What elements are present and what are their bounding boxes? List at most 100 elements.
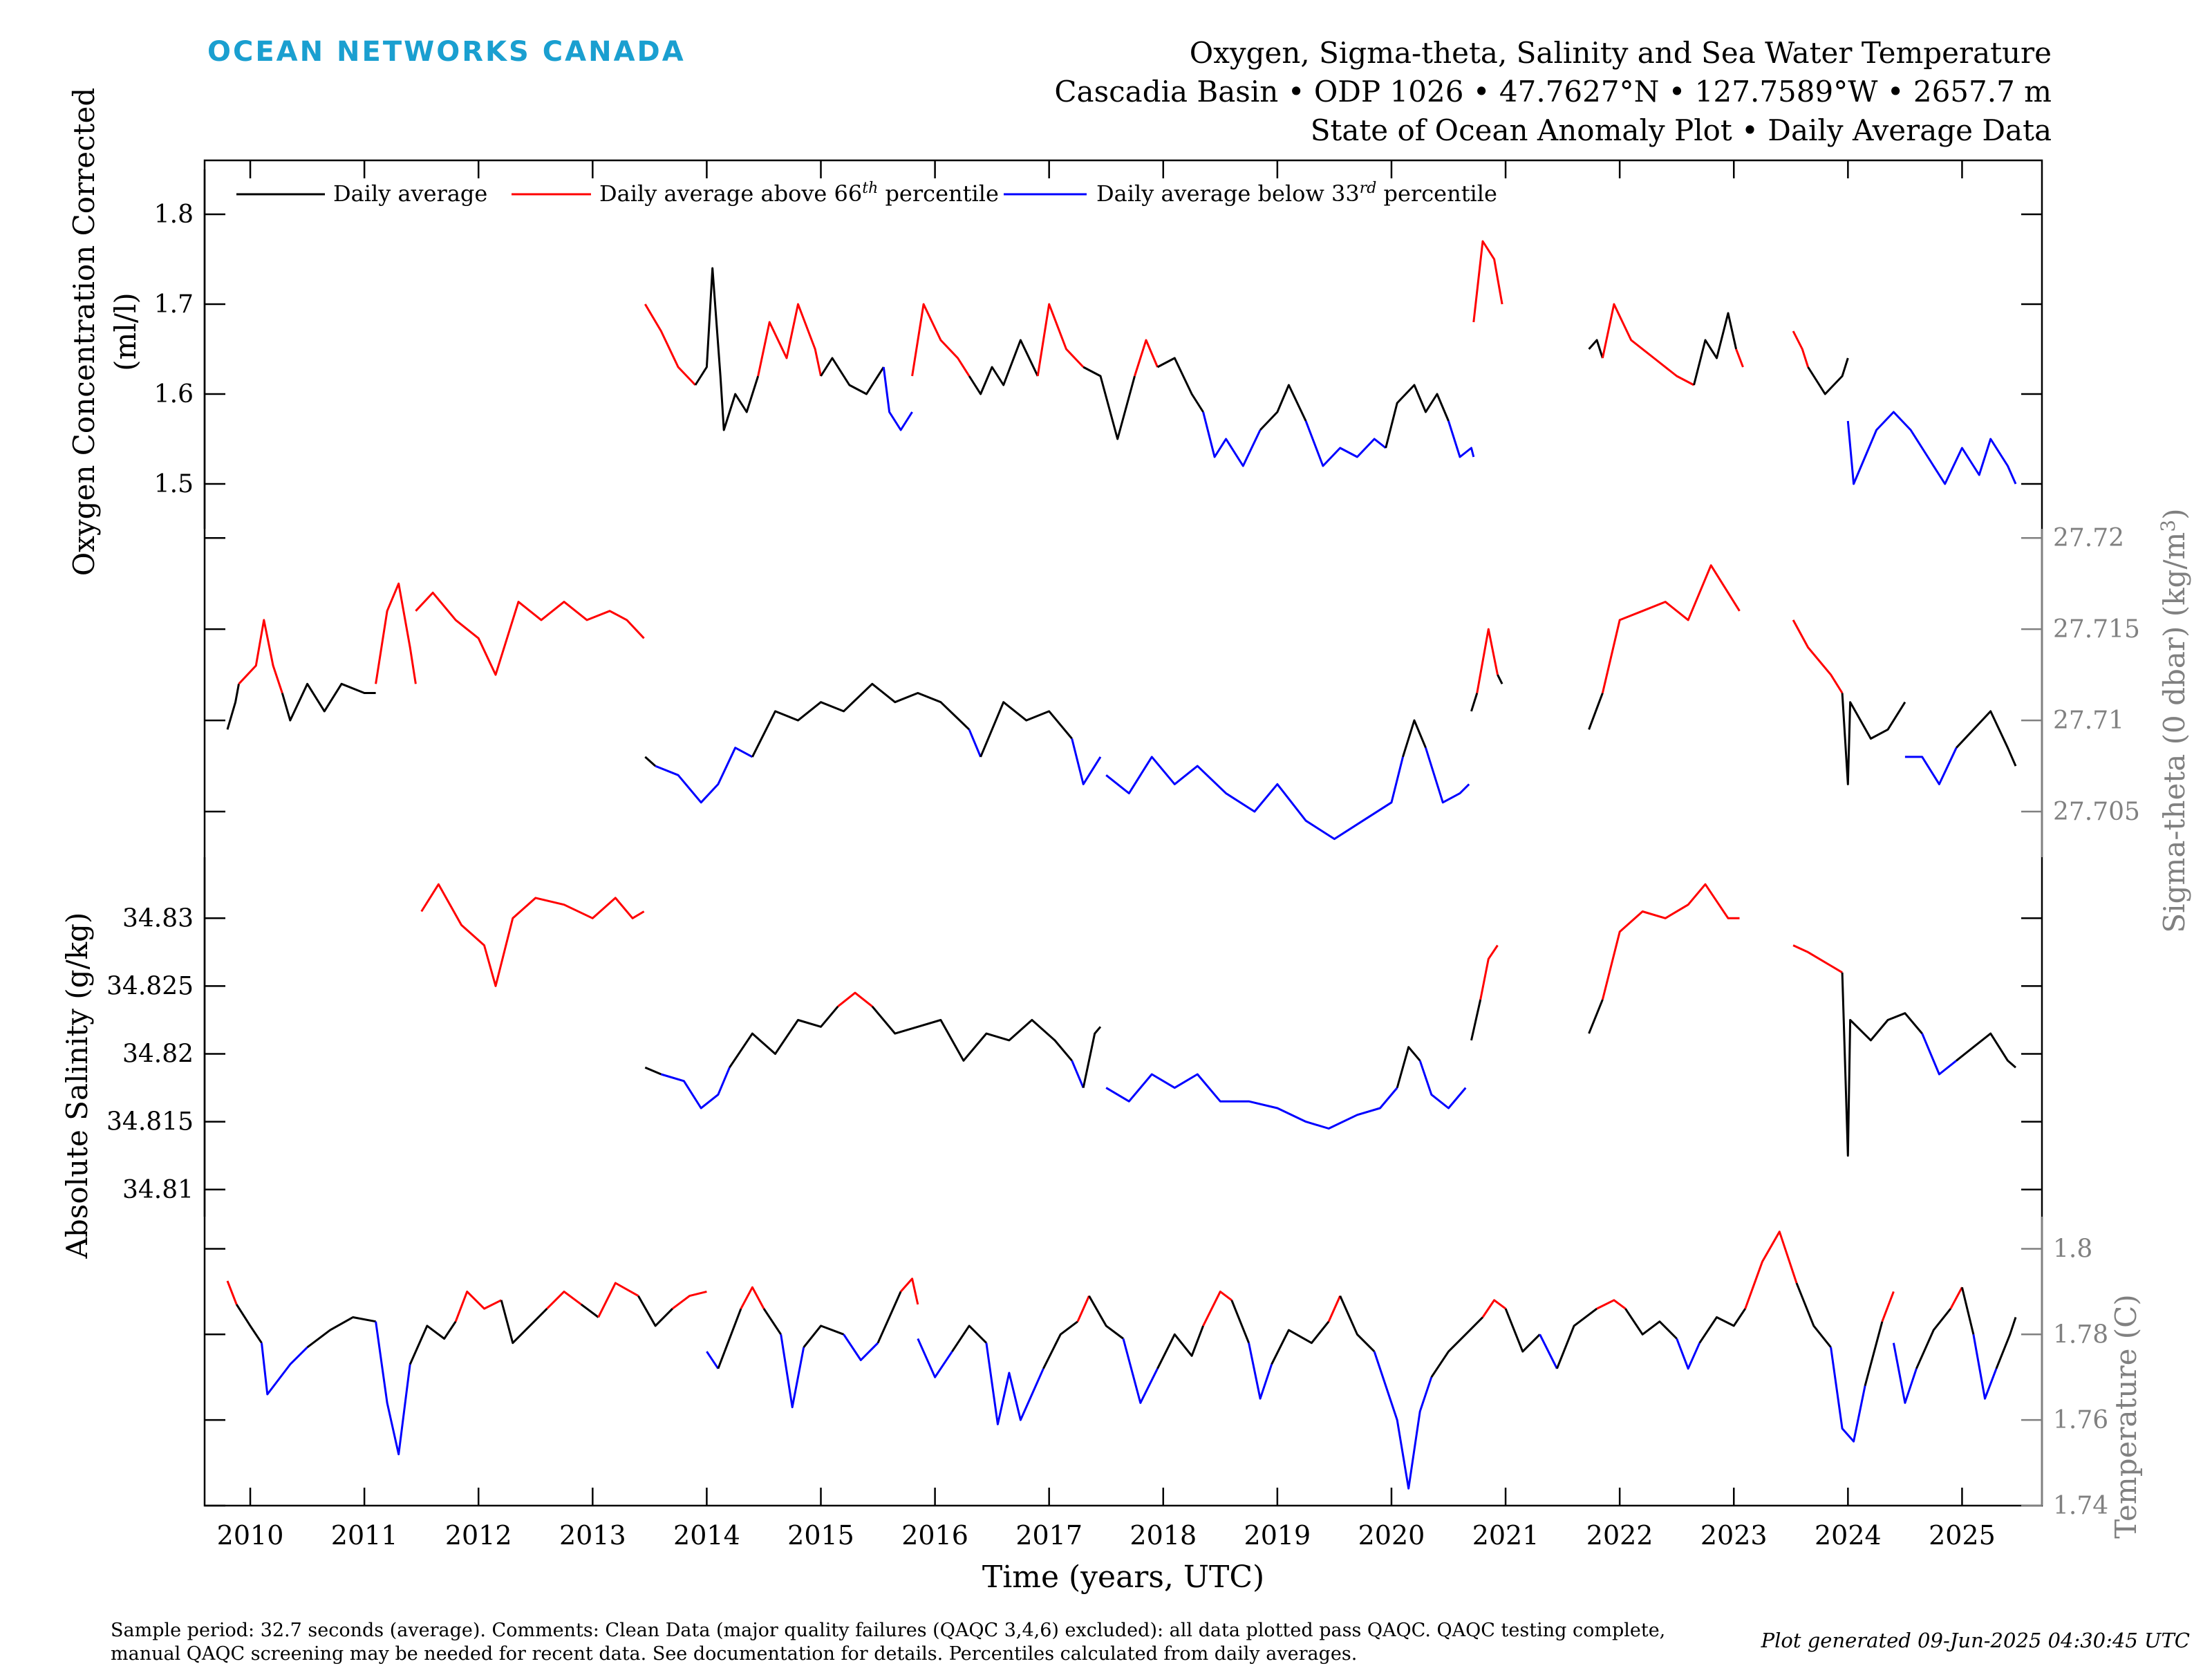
- temperature-tick-label: 1.8: [2053, 1235, 2092, 1263]
- oxygen-series-daily: [1588, 339, 1604, 359]
- temperature-series-below: [261, 1342, 308, 1396]
- sigma-series-below: [968, 729, 982, 758]
- chart-subtitle-location: Cascadia Basin • ODP 1026 • 47.7627°N • …: [1054, 75, 2052, 109]
- legend-daily-label: Daily average: [333, 180, 487, 207]
- x-tick-label: 2018: [1130, 1520, 1197, 1551]
- temperature-tick-label: 1.78: [2053, 1320, 2108, 1349]
- salinity-tick-label: 34.815: [106, 1108, 194, 1136]
- temperature-series-daily: [1430, 1316, 1484, 1378]
- temperature-series-above: [1596, 1299, 1627, 1310]
- salinity-series-daily: [729, 1005, 839, 1069]
- x-tick-label: 2013: [559, 1520, 626, 1551]
- salinity-tick-label: 34.83: [122, 904, 194, 933]
- x-tick-label: 2011: [331, 1520, 398, 1551]
- temperature-series-above: [1202, 1290, 1232, 1327]
- x-tick-label: 2014: [673, 1520, 740, 1551]
- temperature-series-daily: [1339, 1295, 1376, 1353]
- x-tick-label: 2025: [1929, 1520, 1996, 1551]
- generated-timestamp: Plot generated 09-Jun-2025 04:30:45 UTC: [1761, 1629, 2190, 1652]
- temperature-series-above: [740, 1286, 765, 1309]
- salinity-series-daily: [1470, 999, 1482, 1041]
- oxygen-series-above: [1601, 303, 1695, 386]
- footer-line-2: manual QAQC screening may be needed for …: [111, 1643, 1358, 1665]
- x-tick-label: 2012: [445, 1520, 512, 1551]
- oxygen-series-above: [1472, 240, 1503, 323]
- sigma-series-daily: [644, 756, 657, 767]
- oxygen-series-below: [1447, 420, 1475, 458]
- sigma-series-daily: [1956, 710, 2017, 767]
- sigma-series-daily: [751, 682, 971, 758]
- x-tick-label: 2020: [1358, 1520, 1425, 1551]
- x-tick-label: 2016: [901, 1520, 968, 1551]
- oxygen-series-daily: [1259, 384, 1307, 431]
- x-tick-label: 2010: [217, 1520, 284, 1551]
- temperature-series-daily: [717, 1308, 742, 1369]
- temperature-series-above: [1481, 1299, 1506, 1318]
- salinity-series-below: [1418, 1060, 1467, 1110]
- footer-notes: Sample period: 32.7 seconds (average). C…: [111, 1619, 1770, 1666]
- sigma-series-daily: [1841, 693, 1906, 785]
- oxygen-panel: 1.5 1.6 1.7 1.8 Oxygen Concentration Correct…: [67, 88, 2042, 576]
- temperature-series-above: [597, 1282, 639, 1318]
- salinity-series-daily: [1588, 999, 1604, 1034]
- legend-below-label: Daily average below 33rd percentile: [1096, 180, 1497, 207]
- temperature-series-daily: [1624, 1308, 1678, 1340]
- salinity-series-daily: [1082, 1026, 1102, 1088]
- temperature-series-daily: [1088, 1295, 1124, 1340]
- oxygen-series-daily: [1693, 312, 1738, 386]
- salinity-series-above: [420, 883, 645, 987]
- x-tick-label: 2015: [787, 1520, 854, 1551]
- sigma-tick-label: 27.715: [2053, 615, 2140, 644]
- oxygen-series-below: [1202, 411, 1262, 467]
- x-axis: 2010 2011 2012 2013 2014 2015 2016 2017 2018 2019…: [217, 160, 1996, 1595]
- temperature-series-below: [1830, 1347, 1866, 1443]
- temperature-tick-label: 1.74: [2053, 1492, 2108, 1520]
- sigma-series-below: [1904, 747, 1958, 785]
- legend-above-label: Daily average above 66th percentile: [599, 180, 999, 207]
- temperature-series-above: [1949, 1286, 1963, 1309]
- oxygen-tick-label: 1.8: [154, 200, 194, 229]
- oxygen-series-above: [911, 303, 971, 377]
- temperature-series-below: [1373, 1351, 1433, 1490]
- temperature-series-above: [899, 1277, 919, 1305]
- temperature-series-below: [1892, 1342, 1918, 1404]
- temperature-series-above: [1744, 1230, 1798, 1309]
- footer-line-1: Sample period: 32.7 seconds (average). C…: [111, 1620, 1666, 1641]
- sigma-tick-label: 27.72: [2053, 524, 2124, 552]
- sigma-series-below: [1425, 747, 1470, 804]
- x-tick-label: 2022: [1586, 1520, 1653, 1551]
- salinity-tick-label: 34.825: [106, 972, 194, 1000]
- sigma-series-daily: [1497, 674, 1503, 684]
- sigma-series-above: [375, 582, 417, 684]
- oxygen-tick-label: 1.7: [154, 290, 194, 319]
- temperature-series-daily: [877, 1291, 902, 1344]
- oxygen-series-above: [1735, 348, 1744, 368]
- salinity-ylabel: Absolute Salinity (g/kg): [60, 912, 94, 1260]
- salinity-series-daily: [1841, 972, 1923, 1157]
- temperature-series-above: [672, 1290, 707, 1310]
- oxygen-series-daily: [1082, 366, 1136, 440]
- sigma-series-above: [238, 619, 283, 693]
- temperature-series-daily: [409, 1320, 457, 1365]
- salinity-tick-label: 34.82: [122, 1040, 194, 1069]
- salinity-series-daily: [1396, 1046, 1421, 1089]
- salinity-series-below: [1921, 1033, 1958, 1076]
- brand-logo-text: OCEAN NETWORKS CANADA: [207, 36, 686, 68]
- salinity-tick-label: 34.81: [122, 1176, 194, 1204]
- temperature-series-daily: [803, 1325, 845, 1348]
- x-tick-label: 2023: [1700, 1520, 1768, 1551]
- oxygen-series-daily: [820, 357, 885, 395]
- temperature-series-daily: [1271, 1320, 1330, 1365]
- oxygen-series-daily: [694, 267, 760, 431]
- chart-title: Oxygen, Sigma-theta, Salinity and Sea Wa…: [1189, 36, 2052, 70]
- sigma-series-above: [1601, 564, 1741, 693]
- oxygen-tick-label: 1.6: [154, 380, 194, 409]
- temperature-series-daily: [1795, 1282, 1832, 1348]
- oxygen-series-daily: [968, 339, 1039, 395]
- panel-layer: 1.5 1.6 1.7 1.8 Oxygen Concentration Correct…: [60, 88, 2191, 1539]
- oxygen-series-below: [1304, 420, 1387, 467]
- oxygen-series-above: [1134, 339, 1159, 377]
- oxygen-series-daily: [1385, 384, 1450, 449]
- temperature-series-above: [1076, 1295, 1090, 1322]
